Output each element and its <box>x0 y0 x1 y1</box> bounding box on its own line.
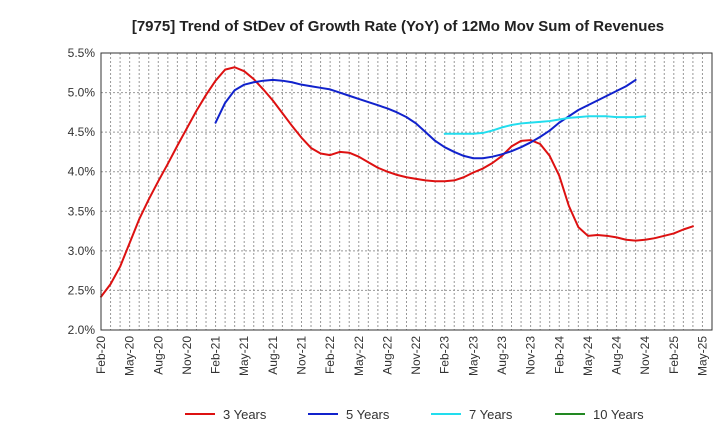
y-tick-label: 4.5% <box>68 125 96 139</box>
x-axis: Feb-20 May-20 Aug-20 Nov-20 Feb-21 May-21 Aug-… <box>94 336 709 376</box>
x-tick-label: Feb-23 <box>438 336 452 374</box>
x-tick-label: Feb-25 <box>667 336 681 374</box>
x-tick-label: Nov-24 <box>638 336 652 375</box>
y-tick-label: 3.5% <box>68 204 96 218</box>
legend-label-3-years: 3 Years <box>223 407 267 422</box>
x-tick-label: Nov-20 <box>180 336 194 375</box>
x-tick-label: Feb-21 <box>209 336 223 374</box>
x-tick-label: Aug-20 <box>151 336 165 375</box>
x-tick-label: May-23 <box>466 336 480 376</box>
series-group <box>100 66 694 298</box>
series-line-3-years <box>100 66 694 298</box>
plot-frame <box>100 52 713 331</box>
y-tick-label: 2.5% <box>68 283 96 297</box>
legend-label-7-years: 7 Years <box>469 407 513 422</box>
legend: 3 Years 5 Years 7 Years 10 Years <box>185 407 644 422</box>
x-tick-label: Nov-23 <box>524 336 538 375</box>
y-tick-label: 5.0% <box>68 86 96 100</box>
series-line-7-years <box>443 115 647 135</box>
y-tick-label: 4.0% <box>68 165 96 179</box>
y-tick-label: 3.0% <box>68 244 96 258</box>
x-tick-label: Nov-21 <box>294 336 308 375</box>
x-tick-label: Aug-21 <box>266 336 280 375</box>
grid <box>101 53 712 330</box>
y-tick-label: 2.0% <box>68 323 96 337</box>
x-tick-label: May-20 <box>123 336 137 376</box>
x-tick-label: May-22 <box>352 336 366 376</box>
legend-label-10-years: 10 Years <box>593 407 644 422</box>
y-axis: 2.0% 2.5% 3.0% 3.5% 4.0% 4.5% 5.0% 5.5% <box>68 46 96 337</box>
chart-title: [7975] Trend of StDev of Growth Rate (Yo… <box>132 18 664 35</box>
x-tick-label: May-24 <box>581 336 595 376</box>
x-tick-label: Aug-24 <box>610 336 624 375</box>
x-tick-label: Aug-22 <box>380 336 394 375</box>
x-tick-label: May-21 <box>237 336 251 376</box>
x-tick-label: Feb-24 <box>552 336 566 374</box>
y-tick-label: 5.5% <box>68 46 96 60</box>
x-tick-label: Feb-20 <box>94 336 108 374</box>
x-tick-label: May-25 <box>695 336 709 376</box>
x-tick-label: Feb-22 <box>323 336 337 374</box>
x-tick-label: Aug-23 <box>495 336 509 375</box>
x-tick-label: Nov-22 <box>409 336 423 375</box>
legend-label-5-years: 5 Years <box>346 407 390 422</box>
